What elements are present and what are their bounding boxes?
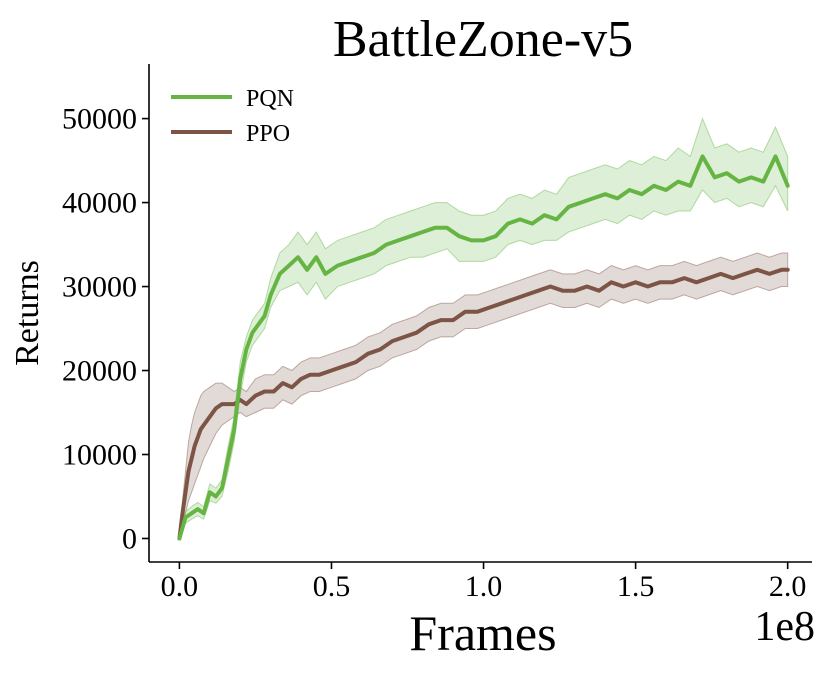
x-axis-label: Frames xyxy=(409,605,556,661)
x-tick-label: 1.5 xyxy=(617,570,655,603)
x-axis-offset-label: 1e8 xyxy=(754,604,815,650)
y-tick-label: 10000 xyxy=(62,439,137,472)
chart-title: BattleZone-v5 xyxy=(333,11,633,68)
legend-label-pqn: PQN xyxy=(246,86,294,112)
legend: PQN PPO xyxy=(171,86,294,147)
y-tick-label: 40000 xyxy=(62,187,137,220)
x-tick-label: 2.0 xyxy=(769,570,807,603)
line-ppo xyxy=(177,267,790,541)
band-pqn xyxy=(178,117,789,539)
x-tick-label: 1.0 xyxy=(465,570,503,603)
y-tick-label: 0 xyxy=(122,522,137,555)
x-ticks: 0.0 0.5 1.0 1.5 2.0 xyxy=(161,562,807,603)
y-tick-label: 50000 xyxy=(62,103,137,136)
x-tick-label: 0.5 xyxy=(313,570,351,603)
y-tick-label: 30000 xyxy=(62,271,137,304)
y-axis-label: Returns xyxy=(9,260,46,366)
legend-label-ppo: PPO xyxy=(246,121,290,147)
series-lines xyxy=(177,154,790,541)
confidence-bands xyxy=(178,117,789,539)
y-tick-label: 20000 xyxy=(62,355,137,388)
x-tick-label: 0.0 xyxy=(161,570,199,603)
y-ticks: 0 10000 20000 30000 40000 50000 xyxy=(62,103,149,555)
line-pqn xyxy=(177,154,790,541)
